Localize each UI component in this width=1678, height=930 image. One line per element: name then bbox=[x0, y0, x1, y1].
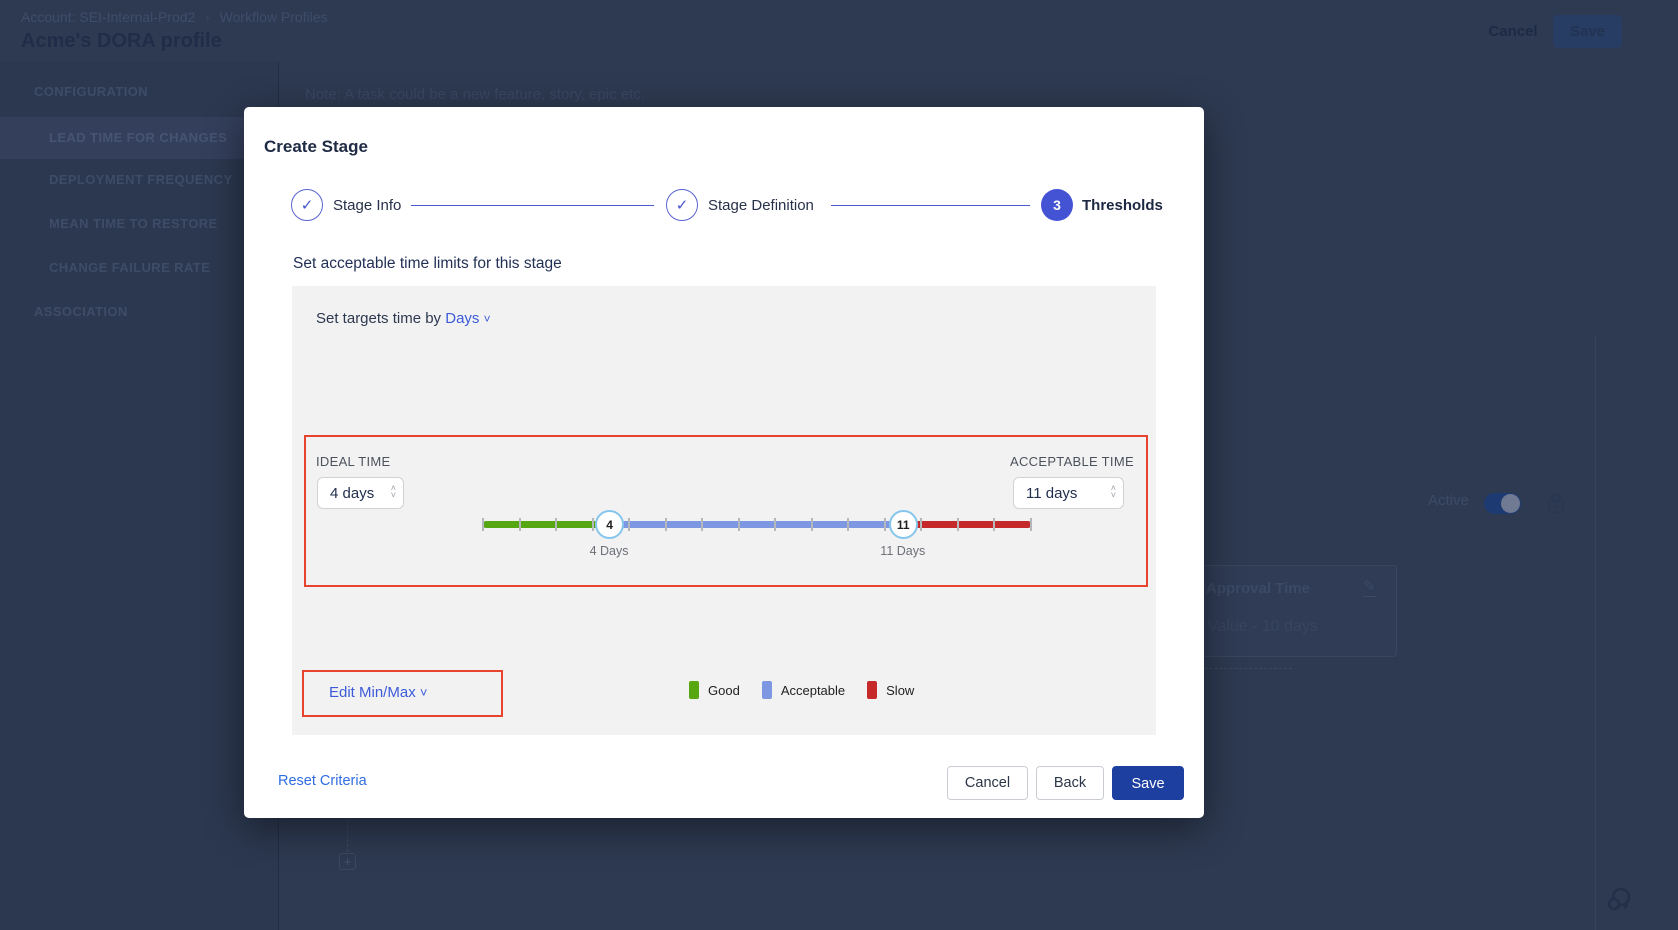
acceptable-time-label: ACCEPTABLE TIME bbox=[1010, 454, 1134, 469]
reset-criteria-link[interactable]: Reset Criteria bbox=[278, 773, 367, 789]
breadcrumb-account[interactable]: Account: SEI-Internal-Prod2 bbox=[21, 9, 196, 25]
active-toggle-label: Active bbox=[1428, 492, 1469, 509]
breadcrumb: Account: SEI-Internal-Prod2 › Workflow P… bbox=[21, 9, 328, 25]
add-stage-connector-line bbox=[347, 820, 348, 852]
breadcrumb-separator-icon: › bbox=[205, 9, 210, 25]
acceptable-spinner-up-icon[interactable]: ˄ bbox=[1110, 483, 1116, 493]
legend-item-good: Good bbox=[689, 681, 740, 699]
create-stage-modal: Create Stage ✓ Stage Info ✓ Stage Defini… bbox=[244, 107, 1204, 818]
check-icon: ✓ bbox=[675, 197, 689, 214]
dashed-connector-line bbox=[1150, 668, 1292, 669]
legend-swatch-acceptable bbox=[761, 681, 772, 699]
sidebar-item-deployment-frequency[interactable]: DEPLOYMENT FREQUENCY bbox=[49, 172, 233, 187]
toggle-knob bbox=[1501, 494, 1520, 513]
check-icon: ✓ bbox=[300, 197, 314, 214]
sidebar-group-association[interactable]: ASSOCIATION bbox=[34, 304, 128, 319]
slider-track-acceptable[interactable] bbox=[483, 521, 1031, 528]
add-stage-button[interactable]: + bbox=[339, 853, 356, 870]
sidebar-item-change-failure-rate[interactable]: CHANGE FAILURE RATE bbox=[49, 260, 211, 275]
legend-label-good: Good bbox=[708, 682, 740, 698]
step-2-label: Stage Definition bbox=[708, 197, 814, 214]
step-connector-1 bbox=[411, 205, 654, 206]
sidebar: CONFIGURATION LEAD TIME FOR CHANGES DEPL… bbox=[0, 62, 279, 930]
ideal-spinner-down-icon[interactable]: ˅ bbox=[390, 490, 396, 500]
legend-item-slow: Slow bbox=[867, 681, 914, 699]
set-targets-row: Set targets time by Days ˅ bbox=[316, 310, 491, 327]
threshold-range-slider: 4 11 4 Days 11 Days bbox=[482, 510, 1032, 558]
active-toggle[interactable] bbox=[1484, 493, 1521, 514]
slider-segment-good bbox=[483, 521, 610, 528]
background-note-text: Note: A task could be a new feature, sto… bbox=[305, 86, 645, 103]
acceptable-time-input[interactable] bbox=[1013, 477, 1124, 509]
slider-handle-max[interactable]: 11 bbox=[888, 510, 918, 539]
ideal-spinner-up-icon[interactable]: ˄ bbox=[390, 483, 396, 493]
chevron-down-icon: ˅ bbox=[483, 312, 491, 326]
modal-title: Create Stage bbox=[264, 137, 368, 156]
lock-icon bbox=[1546, 491, 1566, 520]
legend-item-acceptable: Acceptable bbox=[761, 681, 846, 699]
step-1-stage-info-circle[interactable]: ✓ bbox=[291, 189, 323, 221]
step-1-label: Stage Info bbox=[333, 197, 402, 214]
modal-save-button[interactable]: Save bbox=[1112, 766, 1184, 800]
set-targets-label: Set targets time by bbox=[316, 310, 442, 327]
modal-back-button[interactable]: Back bbox=[1036, 766, 1104, 800]
ideal-time-label: IDEAL TIME bbox=[316, 454, 391, 469]
step-connector-2 bbox=[831, 205, 1030, 206]
chat-help-icon[interactable] bbox=[1604, 885, 1634, 920]
legend-swatch-slow bbox=[867, 681, 878, 699]
step-3-number: 3 bbox=[1053, 197, 1061, 213]
background-panel-divider bbox=[1595, 335, 1596, 930]
edit-pencil-icon[interactable]: ✎ bbox=[1363, 578, 1376, 597]
step-3-label: Thresholds bbox=[1082, 197, 1163, 214]
slider-min-value-label: 4 Days bbox=[589, 544, 629, 558]
acceptable-spinner-down-icon[interactable]: ˅ bbox=[1110, 490, 1116, 500]
sidebar-group-configuration: CONFIGURATION bbox=[34, 84, 149, 99]
sidebar-item-mean-time-to-restore[interactable]: MEAN TIME TO RESTORE bbox=[49, 216, 218, 231]
slider-segment-slow bbox=[902, 521, 1031, 528]
page-title: Acme's DORA profile bbox=[21, 30, 222, 52]
header-save-button[interactable]: Save bbox=[1553, 15, 1622, 48]
slider-handle-min[interactable]: 4 bbox=[595, 510, 625, 539]
approval-time-card-title: Approval Time bbox=[1206, 580, 1310, 597]
edit-minmax-toggle[interactable]: Edit Min/Max ˅ bbox=[329, 684, 428, 701]
slider-ticks bbox=[482, 518, 1032, 531]
header-cancel-button[interactable]: Cancel bbox=[1488, 23, 1538, 40]
section-heading: Set acceptable time limits for this stag… bbox=[293, 255, 562, 272]
modal-cancel-button[interactable]: Cancel bbox=[947, 766, 1028, 800]
thresholds-panel: Set targets time by Days ˅ IDEAL TIME ˄ … bbox=[292, 286, 1156, 735]
slider-max-value-label: 11 Days bbox=[880, 544, 926, 558]
legend-label-acceptable: Acceptable bbox=[780, 682, 846, 698]
legend-label-slow: Slow bbox=[886, 682, 915, 698]
step-3-thresholds-circle[interactable]: 3 bbox=[1041, 189, 1073, 221]
breadcrumb-workflow-profiles[interactable]: Workflow Profiles bbox=[219, 9, 328, 25]
step-2-stage-definition-circle[interactable]: ✓ bbox=[666, 189, 698, 221]
chevron-down-icon: ˅ bbox=[419, 685, 428, 700]
slider-legend: Good Acceptable Slow bbox=[689, 681, 914, 699]
targets-unit-dropdown[interactable]: Days ˅ bbox=[445, 310, 491, 327]
ideal-time-input[interactable] bbox=[317, 477, 404, 509]
sidebar-item-lead-time-for-changes[interactable]: LEAD TIME FOR CHANGES bbox=[0, 117, 278, 159]
legend-swatch-good bbox=[689, 681, 699, 699]
